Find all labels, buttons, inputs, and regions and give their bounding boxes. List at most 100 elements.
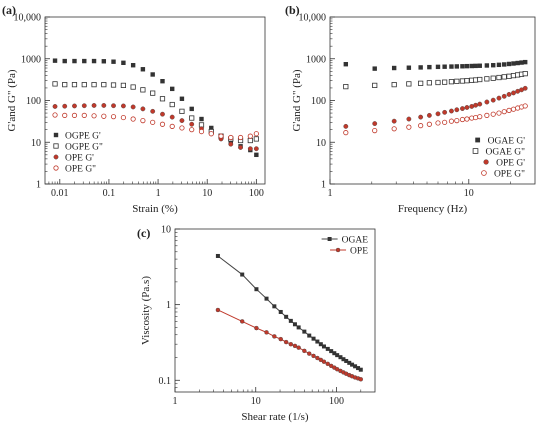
y-axis-title: Viscosity (Pa.s) bbox=[140, 276, 152, 345]
data-point bbox=[442, 109, 448, 115]
data-point bbox=[418, 65, 423, 70]
data-point bbox=[121, 60, 126, 65]
data-point bbox=[332, 351, 337, 356]
data-point bbox=[511, 61, 516, 66]
data-point bbox=[52, 58, 58, 63]
data-point bbox=[356, 366, 361, 371]
data-point bbox=[81, 82, 87, 88]
data-point bbox=[169, 114, 175, 120]
data-point bbox=[501, 74, 507, 80]
x-tick-label: 0.1 bbox=[103, 188, 116, 199]
data-point bbox=[311, 336, 316, 341]
data-point bbox=[179, 118, 185, 124]
data-point bbox=[215, 253, 220, 258]
data-point bbox=[199, 116, 204, 122]
data-point bbox=[511, 90, 516, 96]
data-point bbox=[121, 103, 126, 109]
data-point bbox=[484, 63, 490, 68]
data-point bbox=[449, 108, 454, 114]
data-point bbox=[81, 112, 87, 118]
data-point bbox=[435, 64, 441, 70]
data-point bbox=[448, 79, 455, 85]
data-point bbox=[208, 131, 214, 137]
data-point bbox=[53, 165, 59, 171]
data-point bbox=[464, 78, 470, 84]
data-point bbox=[53, 132, 59, 138]
x-tick-label: 10 bbox=[251, 396, 261, 407]
data-point bbox=[459, 116, 466, 123]
legend-entry: OPE bbox=[350, 247, 368, 257]
data-point bbox=[315, 355, 320, 361]
data-point bbox=[111, 59, 116, 64]
data-point bbox=[52, 104, 58, 109]
data-point bbox=[91, 82, 97, 88]
data-point bbox=[473, 114, 479, 121]
chart-panel-2: (b) 1 10 1 10 100 1000 10,000 Frequency (Hz) G'an… bbox=[285, 3, 536, 215]
data-point bbox=[62, 58, 67, 64]
data-point bbox=[198, 128, 205, 135]
data-point bbox=[343, 130, 349, 136]
data-point bbox=[296, 325, 301, 330]
data-point bbox=[179, 125, 185, 131]
panel-letter: (a) bbox=[2, 3, 16, 17]
data-point bbox=[254, 325, 259, 331]
data-point bbox=[318, 342, 323, 347]
data-point bbox=[62, 112, 68, 118]
series-2 bbox=[215, 307, 363, 382]
data-point bbox=[343, 123, 349, 129]
data-point bbox=[110, 114, 117, 120]
data-point bbox=[510, 72, 517, 79]
data-point bbox=[247, 133, 253, 139]
y-axis-title: G'and G" (Pa) bbox=[6, 69, 18, 131]
series-2 bbox=[343, 71, 528, 90]
y-tick-label: 1 bbox=[36, 180, 41, 191]
y-tick-label: 100 bbox=[26, 96, 41, 107]
data-point bbox=[247, 146, 253, 152]
data-point bbox=[237, 134, 244, 141]
data-point bbox=[140, 67, 146, 72]
data-point bbox=[506, 61, 512, 67]
data-point bbox=[449, 64, 454, 69]
data-point bbox=[284, 314, 289, 319]
data-point bbox=[464, 116, 470, 122]
series-3 bbox=[343, 85, 528, 129]
data-point bbox=[292, 322, 297, 327]
series-1 bbox=[215, 253, 363, 372]
y-tick-label: 1000 bbox=[21, 54, 41, 65]
data-point bbox=[510, 106, 517, 112]
legend-entry: OGAE G" bbox=[486, 148, 526, 158]
data-point bbox=[460, 106, 465, 111]
data-point bbox=[327, 237, 332, 241]
data-point bbox=[150, 108, 156, 114]
data-point bbox=[130, 116, 136, 122]
data-point bbox=[426, 80, 432, 86]
data-point bbox=[62, 82, 68, 88]
data-point bbox=[418, 123, 424, 129]
data-point bbox=[101, 59, 107, 64]
data-point bbox=[406, 124, 412, 130]
data-point bbox=[189, 121, 195, 127]
data-point bbox=[315, 339, 320, 344]
x-tick-label: 10 bbox=[202, 188, 212, 199]
data-point bbox=[344, 358, 349, 363]
data-point bbox=[71, 82, 78, 88]
data-point bbox=[53, 154, 59, 160]
data-point bbox=[335, 353, 340, 358]
data-point bbox=[481, 170, 487, 176]
data-point bbox=[150, 72, 155, 77]
data-point bbox=[253, 131, 259, 137]
data-point bbox=[72, 58, 77, 64]
data-point bbox=[506, 107, 512, 113]
data-point bbox=[170, 86, 175, 92]
data-point bbox=[101, 103, 107, 108]
series-1 bbox=[343, 59, 528, 71]
data-point bbox=[189, 106, 194, 112]
data-point bbox=[473, 63, 478, 69]
data-point bbox=[253, 136, 259, 142]
data-point bbox=[71, 112, 78, 118]
data-point bbox=[215, 307, 221, 313]
data-point bbox=[515, 60, 520, 66]
data-point bbox=[418, 80, 424, 86]
data-point bbox=[52, 81, 58, 87]
data-point bbox=[254, 152, 259, 158]
